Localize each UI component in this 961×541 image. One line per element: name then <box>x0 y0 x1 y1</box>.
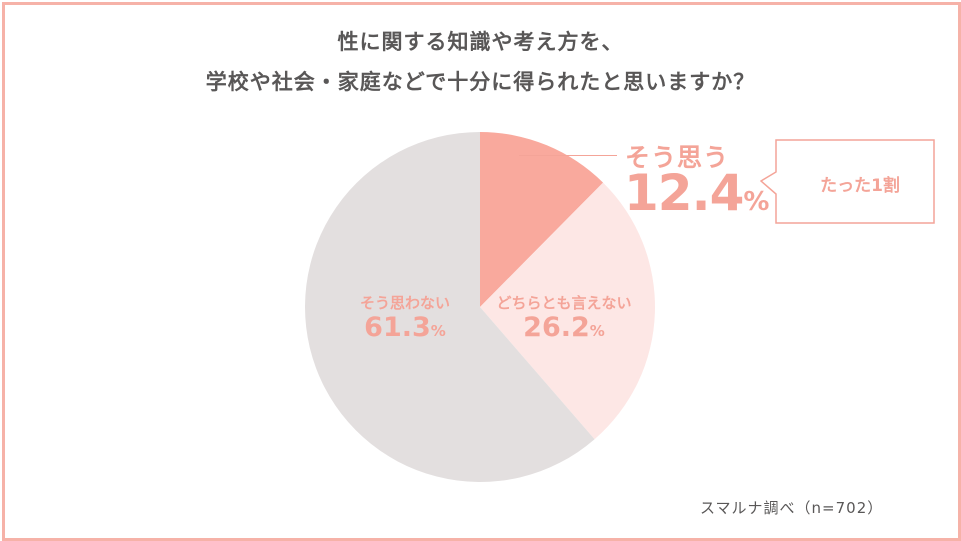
callout-annotation: たった1割 <box>820 176 900 196</box>
slice-value-disagree-number: 61.3 <box>364 312 431 343</box>
callout-box <box>760 139 935 224</box>
leader-line <box>519 155 617 156</box>
slice-value-agree-number: 12.4 <box>624 164 744 222</box>
chart-title: 性に関する知識や考え方を、 <box>337 30 624 54</box>
slice-value-disagree-unit: % <box>430 322 446 340</box>
source-note: スマルナ調べ（n=702） <box>700 499 884 517</box>
slice-label-agree: そう思う <box>625 143 730 172</box>
slice-value-neutral-number: 26.2 <box>523 312 590 343</box>
pie-slice-disagree <box>304 132 595 482</box>
pie-slices <box>304 132 655 482</box>
slice-value-neutral-unit: % <box>589 322 605 340</box>
slice-label-disagree: そう思わない <box>359 294 450 312</box>
pie-slice-neutral <box>480 182 655 440</box>
pie-slice-agree <box>480 132 604 307</box>
slice-value-disagree: 61.3% <box>330 312 480 343</box>
slice-value-agree: 12.4% <box>624 164 769 222</box>
chart-subtitle: 学校や社会・家庭などで十分に得られたと思いますか？ <box>205 70 756 94</box>
slice-value-neutral: 26.2% <box>478 312 650 343</box>
slice-value-agree-unit: % <box>743 187 770 217</box>
slice-label-neutral: どちらとも言えない <box>496 294 632 312</box>
